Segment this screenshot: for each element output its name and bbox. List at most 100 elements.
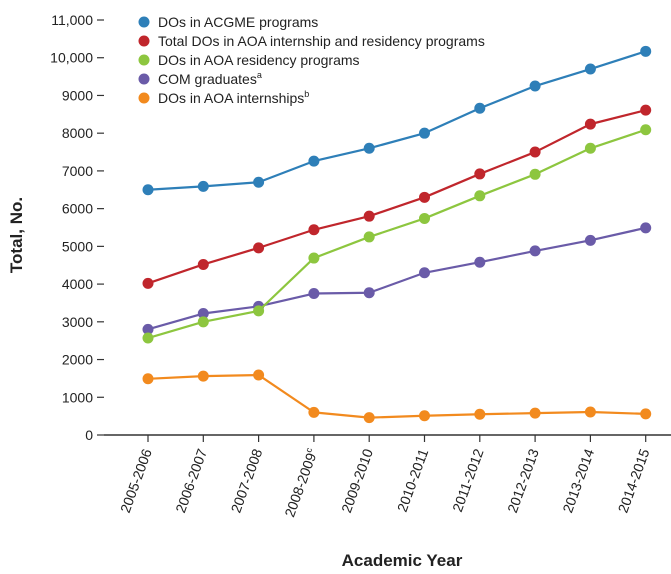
series-1 <box>142 45 652 196</box>
y-tick-label: 11,000 <box>51 12 93 28</box>
x-tick-label: 2005-2006 <box>117 446 155 515</box>
data-point <box>363 412 375 424</box>
series-line <box>147 373 646 419</box>
x-tick-label: 2014-2015 <box>615 446 653 515</box>
series-5 <box>142 369 652 424</box>
legend-label: COM graduatesa <box>158 70 262 87</box>
data-point <box>529 245 541 257</box>
series-line <box>147 128 647 340</box>
data-point <box>474 408 486 420</box>
data-point <box>308 288 320 300</box>
data-point <box>474 102 486 114</box>
data-point <box>142 323 154 335</box>
y-axis-title: Total, No. <box>7 197 26 273</box>
legend-marker <box>138 16 150 28</box>
y-tick-label: 0 <box>85 427 93 443</box>
y-tick-label: 10,000 <box>50 50 93 66</box>
x-tick-label: 2011-2012 <box>449 446 487 514</box>
x-tick-label-text: 2014-2015 <box>615 446 653 515</box>
data-point <box>529 407 541 419</box>
legend-label-text: DOs in AOA residency programs <box>158 52 360 68</box>
series-line <box>147 226 646 331</box>
data-point <box>142 184 154 196</box>
data-point <box>197 316 209 328</box>
data-point <box>640 408 652 420</box>
data-point <box>584 234 596 246</box>
y-tick-label: 8000 <box>62 125 93 141</box>
legend-marker <box>138 73 150 85</box>
legend-label-text: COM graduates <box>158 71 257 87</box>
legend-label: Total DOs in AOA internship and residenc… <box>158 33 485 49</box>
legend-item: DOs in AOA residency programs <box>138 52 360 68</box>
legend-item: Total DOs in AOA internship and residenc… <box>138 33 485 49</box>
legend-label-text: Total DOs in AOA internship and residenc… <box>158 33 485 49</box>
data-point <box>419 267 430 279</box>
x-tick-label: 2009-2010 <box>338 446 376 515</box>
legend-label: DOs in ACGME programs <box>158 14 318 30</box>
series-line <box>147 50 647 191</box>
data-point <box>253 176 265 188</box>
x-tick-label: 2010-2011 <box>394 446 432 514</box>
data-point <box>474 190 486 202</box>
legend-label: DOs in AOA residency programs <box>158 52 360 68</box>
series-3 <box>142 124 652 344</box>
data-point <box>142 277 154 289</box>
x-tick-label-text: 2008-2009 <box>281 451 319 520</box>
x-tick-label-sup: c <box>303 446 314 454</box>
data-point <box>474 168 486 180</box>
data-point <box>584 63 596 75</box>
x-tick-label-text: 2009-2010 <box>338 446 376 515</box>
data-point <box>419 410 430 422</box>
data-point <box>584 406 596 418</box>
data-point <box>363 231 375 243</box>
data-point <box>197 370 209 382</box>
x-tick-label-text: 2006-2007 <box>172 446 210 515</box>
legend-label-sup: a <box>257 70 262 80</box>
x-tick-label: 2013-2014 <box>559 446 597 515</box>
legend-label: DOs in AOA internshipsb <box>158 89 309 106</box>
data-point <box>308 252 320 264</box>
data-point <box>363 210 375 222</box>
y-tick-label: 6000 <box>62 201 93 217</box>
legend-label-text: DOs in AOA internships <box>158 90 304 106</box>
data-point <box>419 127 430 139</box>
x-tick-label: 2008-2009c <box>280 446 321 519</box>
x-tick-label-text: 2010-2011 <box>394 446 432 514</box>
x-tick-label-text: 2005-2006 <box>117 446 155 515</box>
data-point <box>253 369 265 381</box>
x-axis-title: Academic Year <box>342 551 463 570</box>
legend-label-text: DOs in ACGME programs <box>158 14 318 30</box>
y-tick-label: 2000 <box>62 352 93 368</box>
series-layer <box>142 45 652 424</box>
x-axis-ticks: 2005-2006 2006-2007 2007-2008 2008-2009c 200… <box>117 435 653 519</box>
data-point <box>640 124 652 136</box>
legend-label-sup: b <box>304 89 309 99</box>
data-point <box>308 224 320 236</box>
data-point <box>363 287 375 299</box>
data-point <box>529 146 541 158</box>
legend-marker <box>138 35 150 47</box>
legend-marker <box>138 54 150 66</box>
x-tick-label: 2006-2007 <box>172 446 210 515</box>
x-tick-label: 2007-2008 <box>227 446 265 515</box>
legend-item: DOs in AOA internshipsb <box>138 89 309 106</box>
y-tick-label: 9000 <box>62 87 93 103</box>
y-tick-label: 4000 <box>62 276 93 292</box>
data-point <box>253 305 265 317</box>
data-point <box>640 222 652 234</box>
y-tick-label: 3000 <box>62 314 93 330</box>
y-tick-label: 5000 <box>62 238 93 254</box>
data-point <box>529 168 541 180</box>
data-point <box>253 242 265 254</box>
legend: DOs in ACGME programs Total DOs in AOA in… <box>138 14 485 106</box>
y-axis-ticks: 0 1000 2000 3000 4000 5000 6000 7000 8000 9000 10,… <box>50 12 104 443</box>
x-tick-label-text: 2013-2014 <box>559 446 597 515</box>
data-point <box>419 191 430 203</box>
data-point <box>474 256 486 268</box>
data-point <box>640 104 652 116</box>
data-point <box>640 45 652 57</box>
y-tick-label: 7000 <box>62 163 93 179</box>
y-tick-label: 1000 <box>62 389 93 405</box>
data-point <box>363 142 375 154</box>
data-point <box>197 308 209 320</box>
